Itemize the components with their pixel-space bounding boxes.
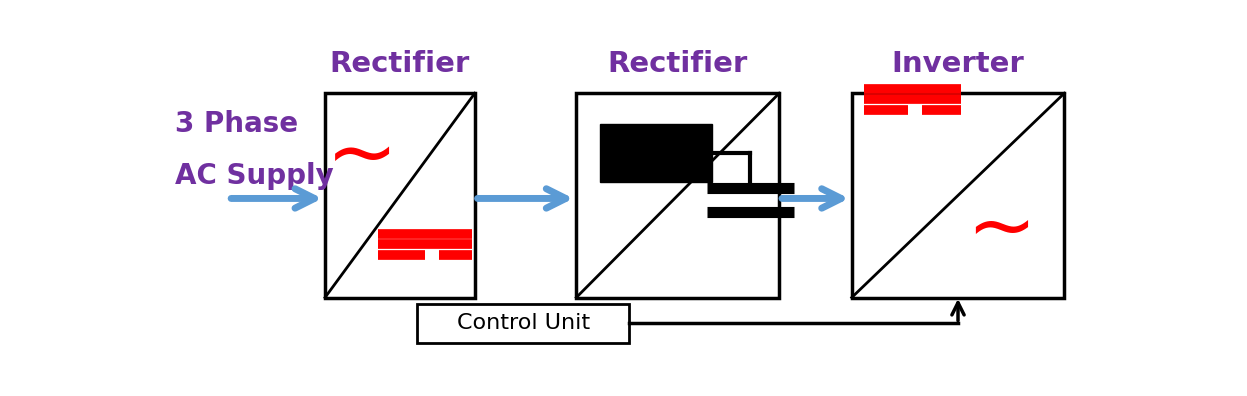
Text: AC Supply: AC Supply [175, 162, 334, 190]
Bar [416, 304, 630, 343]
Text: Rectifier: Rectifier [329, 50, 470, 78]
Bar [852, 93, 1064, 297]
Bar [576, 93, 779, 297]
Text: Rectifier: Rectifier [607, 50, 748, 78]
Text: Control Unit: Control Unit [456, 314, 590, 333]
Text: Inverter: Inverter [892, 50, 1024, 78]
Text: ~: ~ [325, 116, 398, 199]
Text: 3 Phase: 3 Phase [175, 110, 298, 138]
Bar [600, 124, 712, 182]
Text: ~: ~ [966, 190, 1036, 271]
Bar [325, 93, 475, 297]
